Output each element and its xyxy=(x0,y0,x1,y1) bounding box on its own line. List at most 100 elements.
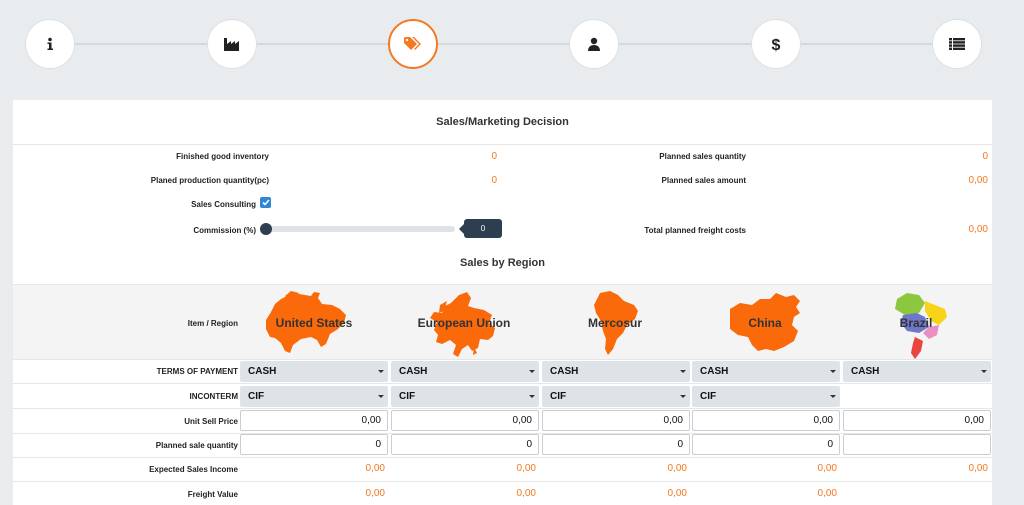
caret-down-icon xyxy=(981,370,987,373)
caret-down-icon xyxy=(378,370,384,373)
region-mercosur: Mercosur xyxy=(540,285,690,361)
mercosur-map xyxy=(594,291,638,355)
planned-production-quantity-value: 0 xyxy=(491,175,497,186)
terms-of-payment-select-united-states[interactable]: CASH xyxy=(240,361,388,382)
caret-down-icon xyxy=(680,370,686,373)
united-states-map xyxy=(266,291,346,353)
planned-sale-quantity-input-european-union[interactable]: 0 xyxy=(391,434,539,455)
unit-sell-price-input-european-union[interactable]: 0,00 xyxy=(391,410,539,431)
expected-sales-income-value-mercosur: 0,00 xyxy=(667,463,687,474)
terms-of-payment-select-mercosur[interactable]: CASH xyxy=(542,361,690,382)
finished-good-inventory-value: 0 xyxy=(491,151,497,162)
terms-of-payment-select-brazil[interactable]: CASH xyxy=(843,361,991,382)
step-summary-button[interactable] xyxy=(932,19,982,69)
row-divider xyxy=(13,457,992,458)
freight-value-united-states: 0,00 xyxy=(365,488,385,499)
terms-of-payment-select-european-union[interactable]: CASH xyxy=(391,361,539,382)
row-divider xyxy=(13,481,992,482)
incoterm-select-united-states[interactable]: CIF xyxy=(240,386,388,407)
tags-icon xyxy=(404,37,421,50)
caret-down-icon xyxy=(378,395,384,398)
region-china: China xyxy=(690,285,840,361)
planned-production-quantity-label: Planed production quantity(pc) xyxy=(150,176,269,185)
caret-down-icon xyxy=(830,370,836,373)
unit-sell-price-input-brazil[interactable]: 0,00 xyxy=(843,410,991,431)
caret-down-icon xyxy=(680,395,686,398)
step-production-button[interactable] xyxy=(207,19,257,69)
expected-sales-income-value-china: 0,00 xyxy=(817,463,837,474)
freight-value-china: 0,00 xyxy=(817,488,837,499)
caret-down-icon xyxy=(529,370,535,373)
expected-sales-income-value-european-union: 0,00 xyxy=(516,463,536,474)
planned-sale-quantity-input-brazil[interactable] xyxy=(843,434,991,455)
expected-sales-income-value-brazil: 0,00 xyxy=(968,463,988,474)
freight-value-label: Freight Value xyxy=(187,490,238,499)
terms-of-payment-select-china[interactable]: CASH xyxy=(692,361,840,382)
commission-slider-track[interactable] xyxy=(263,226,455,232)
region-name-china: China xyxy=(748,316,782,330)
planned-sales-quantity-label: Planned sales quantity xyxy=(659,152,746,161)
planned-sales-quantity-value: 0 xyxy=(982,151,988,162)
freight-value-european-union: 0,00 xyxy=(516,488,536,499)
sales-consulting-label: Sales Consulting xyxy=(191,200,256,209)
svg-text:$: $ xyxy=(772,37,781,53)
unit-sell-price-input-mercosur[interactable]: 0,00 xyxy=(542,410,690,431)
planned-sale-quantity-input-china[interactable]: 0 xyxy=(692,434,840,455)
unit-sell-price-input-china[interactable]: 0,00 xyxy=(692,410,840,431)
freight-value-mercosur: 0,00 xyxy=(667,488,687,499)
region-name-mercosur: Mercosur xyxy=(587,316,643,330)
china-map xyxy=(730,293,800,351)
list-icon xyxy=(949,38,965,50)
commission-label: Commission (%) xyxy=(193,226,256,235)
region-header-row: Item / Region United States European Uni… xyxy=(13,284,992,360)
region-name-brazil: Brazil xyxy=(899,316,933,330)
panel-title: Sales/Marketing Decision xyxy=(13,100,992,145)
region-united-states: United States xyxy=(239,285,389,361)
unit-sell-price-input-united-states[interactable]: 0,00 xyxy=(240,410,388,431)
sales-marketing-panel: Sales/Marketing Decision Finished good i… xyxy=(13,100,992,505)
step-info-button[interactable] xyxy=(25,19,75,69)
european-union-map xyxy=(430,292,495,357)
incoterm-select-china[interactable]: CIF xyxy=(692,386,840,407)
total-planned-freight-costs-label: Total planned freight costs xyxy=(644,226,746,235)
incoterm-label: INCONTERM xyxy=(189,392,238,401)
factory-icon xyxy=(224,38,239,51)
expected-sales-income-label: Expected Sales Income xyxy=(149,465,238,474)
planned-sale-quantity-input-mercosur[interactable]: 0 xyxy=(542,434,690,455)
planned-sale-quantity-label: Planned sale quantity xyxy=(155,441,238,450)
stepper-line xyxy=(48,43,976,45)
region-name-united-states: United States xyxy=(275,316,353,330)
terms-of-payment-label: TERMS OF PAYMENT xyxy=(156,367,238,376)
commission-value-bubble: 0 xyxy=(459,219,502,238)
incoterm-select-mercosur[interactable]: CIF xyxy=(542,386,690,407)
finished-good-inventory-label: Finished good inventory xyxy=(176,152,269,161)
sales-consulting-checkbox[interactable] xyxy=(260,197,271,208)
sales-by-region-title: Sales by Region xyxy=(460,257,545,269)
info-icon xyxy=(47,37,53,50)
region-european-union: European Union xyxy=(389,285,539,361)
region-brazil: Brazil xyxy=(841,285,991,361)
planned-sales-amount-label: Planned sales amount xyxy=(661,176,746,185)
row-divider xyxy=(13,433,992,434)
planned-sale-quantity-input-united-states[interactable]: 0 xyxy=(240,434,388,455)
planned-sales-amount-value: 0,00 xyxy=(968,175,988,186)
wizard-stepper: $ xyxy=(0,0,1024,88)
dollar-icon: $ xyxy=(772,37,781,53)
step-hr-button[interactable] xyxy=(569,19,619,69)
row-divider xyxy=(13,408,992,409)
unit-sell-price-label: Unit Sell Price xyxy=(184,417,238,426)
item-region-header: Item / Region xyxy=(187,319,238,328)
step-finance-button[interactable]: $ xyxy=(751,19,801,69)
total-planned-freight-costs-value: 0,00 xyxy=(968,224,988,235)
user-icon xyxy=(588,37,600,51)
row-divider xyxy=(13,383,992,384)
brazil-map xyxy=(895,293,947,359)
commission-slider-handle[interactable] xyxy=(260,223,272,235)
expected-sales-income-value-united-states: 0,00 xyxy=(365,463,385,474)
incoterm-select-european-union[interactable]: CIF xyxy=(391,386,539,407)
step-sales-button[interactable] xyxy=(388,19,438,69)
caret-down-icon xyxy=(830,395,836,398)
region-name-european-union: European Union xyxy=(417,316,511,330)
check-icon xyxy=(261,199,270,206)
caret-down-icon xyxy=(529,395,535,398)
